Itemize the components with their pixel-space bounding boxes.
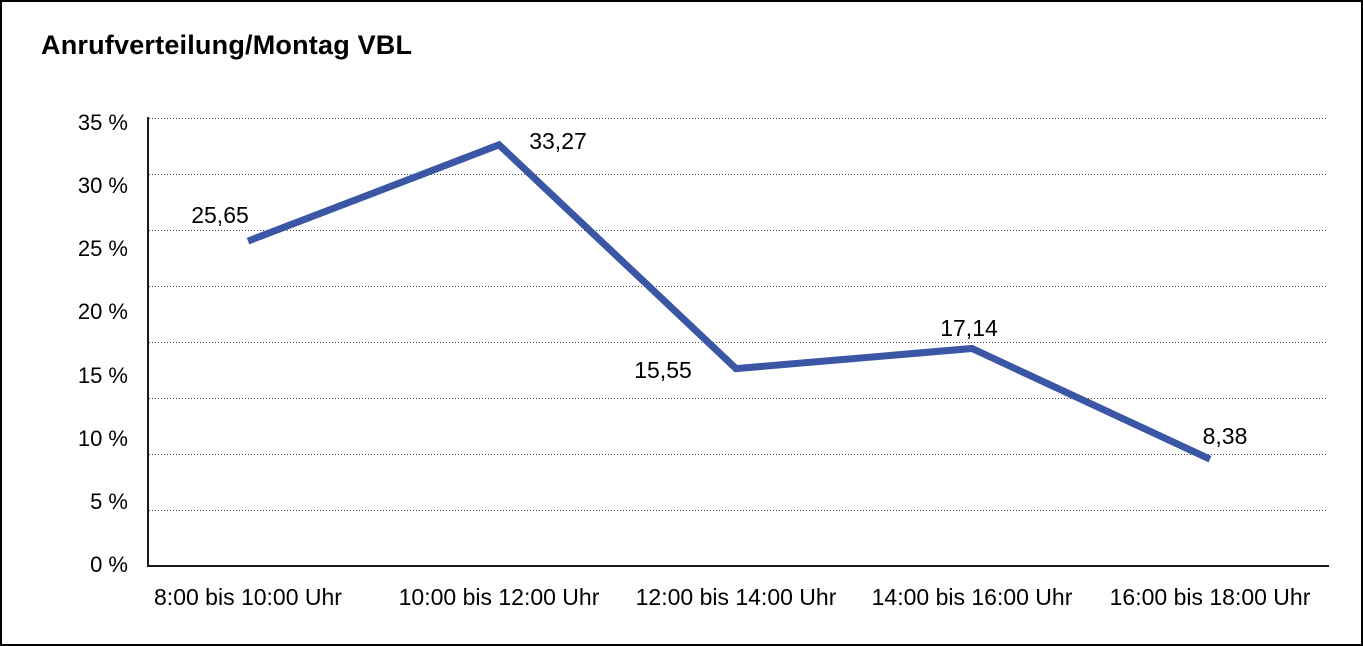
gridline xyxy=(149,398,1328,399)
y-tick-label: 35 % xyxy=(77,110,128,135)
y-axis-line xyxy=(147,117,149,567)
y-tick-label: 30 % xyxy=(77,173,128,198)
y-tick-label: 15 % xyxy=(77,363,128,388)
x-tick-label: 10:00 bis 12:00 Uhr xyxy=(398,584,600,610)
gridline xyxy=(149,230,1328,231)
y-tick-label: 20 % xyxy=(77,299,128,324)
y-tick-label: 5 % xyxy=(90,489,128,514)
gridline xyxy=(149,174,1328,175)
data-point-label: 33,27 xyxy=(529,128,587,154)
gridline xyxy=(149,118,1328,119)
chart-title: Anrufverteilung/Montag VBL xyxy=(41,30,413,60)
data-point-label: 15,55 xyxy=(634,357,692,383)
y-tick-label: 25 % xyxy=(77,236,128,261)
x-tick-label: 16:00 bis 18:00 Uhr xyxy=(1109,584,1311,610)
x-tick-label: 14:00 bis 16:00 Uhr xyxy=(871,584,1073,610)
gridline xyxy=(149,286,1328,287)
x-tick-label: 8:00 bis 10:00 Uhr xyxy=(154,584,342,610)
x-axis-line xyxy=(147,565,1329,567)
x-tick-label: 12:00 bis 14:00 Uhr xyxy=(635,584,837,610)
y-tick-label: 0 % xyxy=(90,552,128,577)
data-point-label: 8,38 xyxy=(1202,423,1248,449)
gridline xyxy=(149,510,1328,511)
gridline xyxy=(149,454,1328,455)
line-series xyxy=(246,140,1212,463)
y-tick-label: 10 % xyxy=(77,426,128,451)
data-point-label: 25,65 xyxy=(191,202,249,228)
data-point-label: 17,14 xyxy=(940,315,998,341)
gridline xyxy=(149,342,1328,343)
